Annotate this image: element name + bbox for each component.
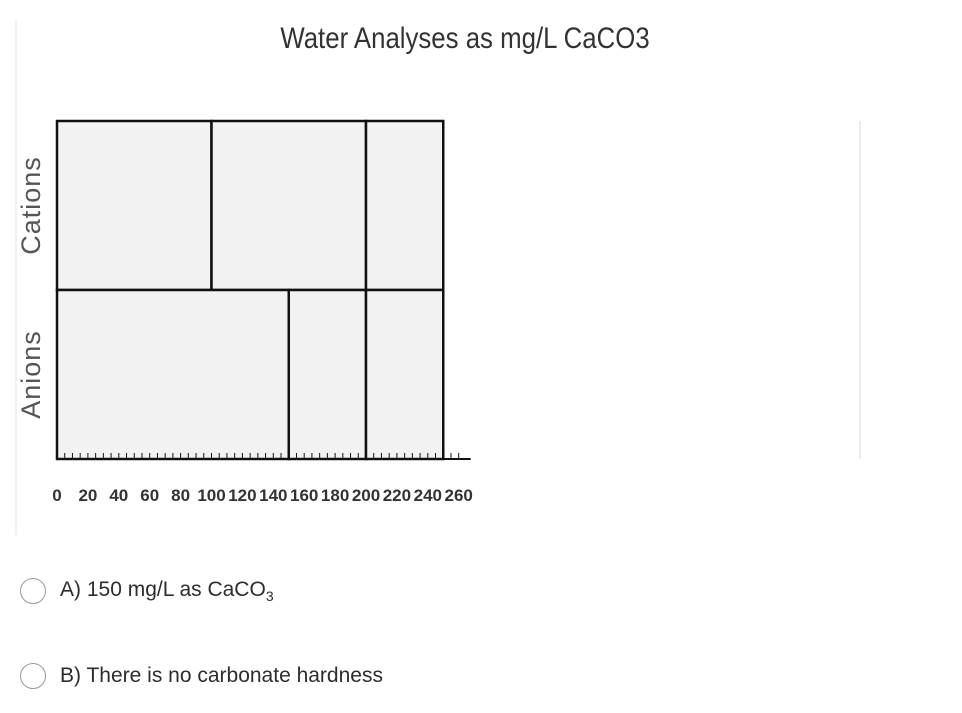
x-tick-label: 40	[109, 486, 128, 505]
x-tick-label: 120	[228, 486, 256, 505]
bar-segment-anions-1	[55, 288, 290, 461]
row-label-cations: Cations	[16, 156, 46, 255]
x-tick-label: 260	[445, 486, 473, 505]
bar-segment-anions-2	[287, 288, 368, 461]
x-tick-label: 140	[259, 486, 287, 505]
x-tick-label: 80	[171, 486, 190, 505]
x-tick-label: 180	[321, 486, 349, 505]
bar-segment-anions-3	[364, 288, 445, 461]
x-tick-label: 240	[414, 486, 442, 505]
bar-segment-cations-3	[364, 119, 445, 292]
radio-button-a[interactable]	[20, 578, 46, 604]
option-a[interactable]: A) 150 mg/L as CaCO3	[20, 578, 274, 604]
option-b[interactable]: B) There is no carbonate hardness	[20, 663, 383, 689]
x-tick-label: 200	[352, 486, 380, 505]
x-tick-label: 100	[197, 486, 225, 505]
bar-segment-cations-1	[55, 119, 213, 292]
bar-segment-cations-2	[210, 119, 368, 292]
stacked-bar-chart: Water Analyses as mg/L CaCO3 Cations Anion…	[15, 20, 861, 535]
chart-title: Water Analyses as mg/L CaCO3	[280, 21, 649, 54]
option-a-label: A) 150 mg/L as CaCO3	[60, 578, 274, 604]
x-tick-label: 0	[52, 486, 61, 505]
x-tick-label: 20	[78, 486, 97, 505]
row-label-anions: Anions	[16, 330, 46, 419]
x-tick-label: 220	[383, 486, 411, 505]
chart-svg: Water Analyses as mg/L CaCO3 Cations Anion…	[15, 20, 861, 535]
x-tick-label: 60	[140, 486, 159, 505]
radio-button-b[interactable]	[20, 663, 46, 689]
x-tick-label: 160	[290, 486, 318, 505]
option-b-label: B) There is no carbonate hardness	[60, 664, 383, 687]
